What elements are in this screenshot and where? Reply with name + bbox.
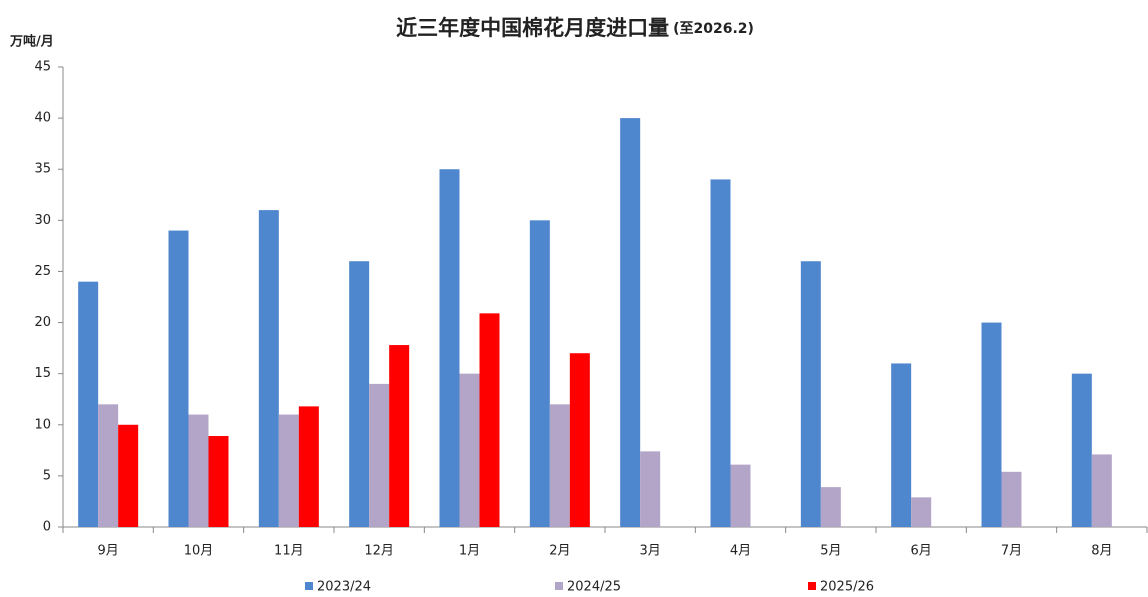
x-tick-label: 9月 (98, 544, 119, 559)
y-tick-label: 40 (34, 111, 51, 126)
legend-swatch (808, 582, 816, 590)
bar (349, 261, 370, 527)
bar (549, 404, 570, 527)
x-tick-label: 2月 (549, 544, 570, 559)
bar (369, 383, 390, 527)
bar (188, 414, 209, 527)
bar (529, 220, 550, 528)
bar (278, 414, 299, 527)
bar (208, 436, 229, 527)
bar (459, 373, 480, 527)
y-tick-label: 15 (34, 366, 51, 381)
bar (730, 464, 751, 527)
y-axis-label: 万吨/月 (9, 34, 54, 50)
legend-label: 2024/25 (567, 580, 621, 595)
x-tick-label: 3月 (640, 544, 661, 559)
bar (78, 281, 99, 527)
x-tick-label: 8月 (1091, 544, 1112, 559)
y-tick-label: 0 (43, 520, 51, 535)
bar (911, 497, 932, 527)
x-tick-label: 11月 (274, 544, 304, 559)
bar (891, 363, 912, 527)
y-tick-label: 25 (34, 264, 51, 279)
legend-swatch (305, 582, 313, 590)
bar (800, 261, 821, 527)
x-tick-label: 7月 (1001, 544, 1022, 559)
title-main: 近三年度中国棉花月度进口量 (396, 16, 669, 40)
y-tick-label: 5 (43, 468, 51, 483)
bar (620, 118, 641, 527)
legend-label: 2023/24 (317, 580, 371, 595)
x-tick-label: 1月 (459, 544, 480, 559)
x-tick-label: 5月 (820, 544, 841, 559)
legend-swatch (555, 582, 563, 590)
bar (439, 169, 460, 527)
y-tick-label: 20 (34, 315, 51, 330)
y-tick-label: 45 (34, 60, 51, 75)
title-sub: (至2026.2) (673, 21, 754, 37)
bar (1001, 471, 1022, 527)
bar (640, 451, 661, 527)
x-tick-label: 10月 (184, 544, 214, 559)
y-tick-label: 10 (34, 417, 51, 432)
chart-title: 近三年度中国棉花月度进口量 (至2026.2) (396, 16, 754, 40)
x-tick-label: 12月 (364, 544, 394, 559)
x-tick-label: 6月 (911, 544, 932, 559)
bar (479, 313, 500, 527)
bar (569, 353, 590, 527)
bar (168, 230, 189, 528)
y-tick-label: 30 (34, 213, 51, 228)
bar (258, 210, 279, 527)
x-tick-label: 4月 (730, 544, 751, 559)
bar (118, 424, 139, 527)
bar (1071, 373, 1092, 527)
bar (98, 404, 119, 527)
y-tick-label: 35 (34, 162, 51, 177)
bar (981, 322, 1002, 527)
bar (389, 345, 410, 527)
bar (1091, 454, 1112, 527)
bar (820, 487, 841, 527)
bar (710, 179, 731, 527)
legend-label: 2025/26 (820, 580, 874, 595)
bar (298, 406, 319, 527)
